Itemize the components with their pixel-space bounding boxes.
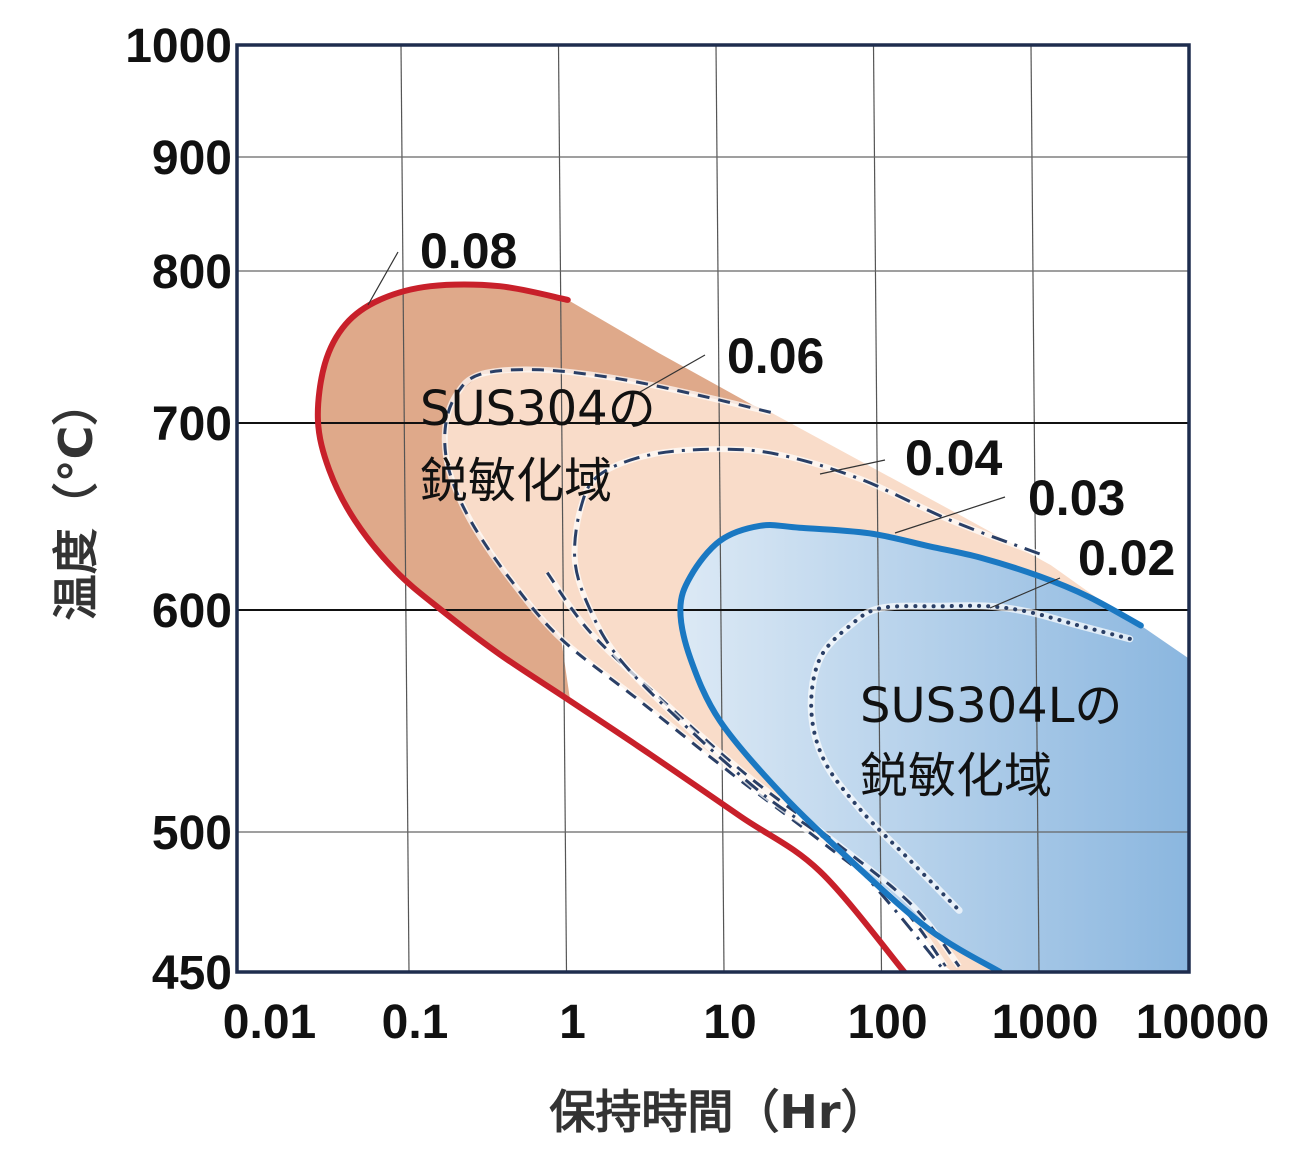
x-tick-label: 1000 — [992, 996, 1099, 1049]
curve-label: 0.08 — [420, 223, 517, 279]
x-tick-label: 10 — [703, 996, 756, 1049]
curve-label: 0.06 — [727, 328, 824, 384]
leader-line — [819, 459, 886, 475]
sus304-region-dark — [317, 286, 771, 702]
sus304-region-light — [445, 369, 1146, 972]
leader-line — [367, 251, 399, 306]
x-axis-label: 保持時間（Hr） — [549, 1085, 886, 1139]
curve-label: 0.03 — [1028, 470, 1125, 526]
x-tick-label: 0.01 — [223, 996, 316, 1049]
leader-line — [989, 577, 1061, 609]
y-tick-label: 1000 — [125, 20, 232, 73]
x-tick-label: 100 — [847, 996, 927, 1049]
x-tick-label: 10000 — [1136, 996, 1269, 1049]
x-gridline — [400, 44, 410, 973]
x-gridline — [872, 44, 883, 973]
region-label: SUS304Lの — [860, 678, 1122, 734]
x-tick-label: 0.1 — [382, 996, 449, 1049]
series-curve-0-03 — [677, 522, 1144, 972]
region-label: 鋭敏化域 — [420, 453, 612, 509]
curves — [314, 281, 1144, 972]
sus304l-region — [680, 525, 1189, 972]
x-gridline — [715, 44, 725, 973]
series-curve-unlabeled — [546, 571, 961, 968]
series-curve-0-06 — [443, 368, 947, 968]
labels: 0.080.060.040.030.02SUS304の鋭敏化域SUS304Lの鋭… — [420, 223, 1175, 804]
x-gridline — [1030, 44, 1040, 973]
plot-frame — [235, 43, 1191, 974]
region-label: SUS304の — [420, 381, 656, 437]
y-tick-label: 700 — [152, 398, 232, 451]
y-tick-label: 800 — [152, 246, 232, 299]
y-tick-label: 450 — [152, 947, 232, 1000]
x-tick-label: 1 — [559, 996, 586, 1049]
curve-label: 0.04 — [905, 430, 1003, 486]
region-label: 鋭敏化域 — [860, 748, 1052, 804]
series-curve-0-08 — [314, 281, 908, 972]
y-tick-label: 500 — [152, 807, 232, 860]
curve-label: 0.02 — [1078, 530, 1175, 586]
y-tick-label: 900 — [152, 132, 232, 185]
series-halo — [807, 602, 1134, 914]
leader-line — [639, 354, 706, 393]
y-axis-label: 温度（°C） — [49, 380, 103, 621]
regions — [317, 286, 1189, 972]
leader-line — [894, 496, 1006, 534]
x-gridline — [557, 44, 568, 973]
leader-lines — [367, 251, 1061, 609]
y-tick-label: 600 — [152, 585, 232, 638]
series-curve-0-04 — [573, 447, 1041, 972]
